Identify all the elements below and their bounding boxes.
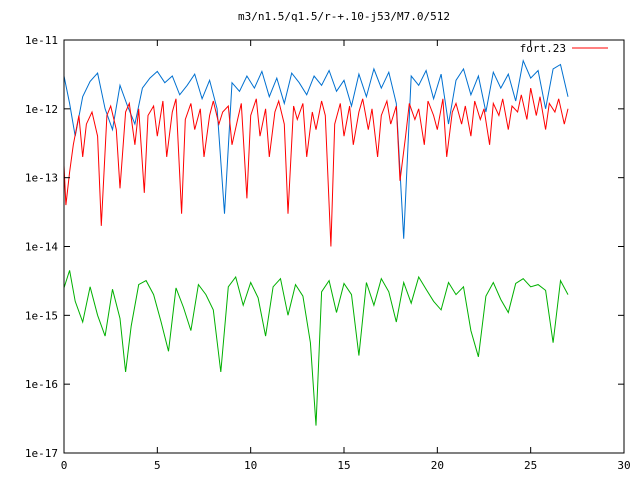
series-line-1 bbox=[63, 87, 569, 247]
chart-title: m3/n1.5/q1.5/r-+.10-j53/M7.0/512 bbox=[238, 10, 450, 23]
x-tick-label: 0 bbox=[61, 459, 68, 472]
series-line-3 bbox=[63, 270, 569, 426]
plot-area bbox=[63, 58, 569, 426]
y-tick-label: 1e-17 bbox=[25, 447, 58, 460]
x-tick-label: 30 bbox=[617, 459, 630, 472]
series-line-2 bbox=[63, 58, 569, 239]
y-tick-label: 1e-11 bbox=[25, 34, 58, 47]
y-tick-label: 1e-15 bbox=[25, 309, 58, 322]
legend-label: fort.23 bbox=[520, 42, 566, 55]
y-tick-label: 1e-13 bbox=[25, 172, 58, 185]
y-axis: 1e-11 1e-12 1e-13 1e-14 1e-15 1e-16 1e-17 bbox=[25, 34, 624, 460]
x-tick-label: 5 bbox=[154, 459, 161, 472]
y-tick-label: 1e-12 bbox=[25, 103, 58, 116]
x-tick-label: 15 bbox=[337, 459, 350, 472]
x-axis: 0 5 10 15 20 25 30 bbox=[61, 40, 631, 472]
x-tick-label: 10 bbox=[244, 459, 257, 472]
y-tick-label: 1e-14 bbox=[25, 241, 58, 254]
plot-frame bbox=[63, 39, 625, 454]
y-tick-label: 1e-16 bbox=[25, 378, 58, 391]
legend: fort.23 bbox=[520, 42, 608, 55]
x-tick-label: 20 bbox=[431, 459, 444, 472]
x-tick-label: 25 bbox=[524, 459, 537, 472]
